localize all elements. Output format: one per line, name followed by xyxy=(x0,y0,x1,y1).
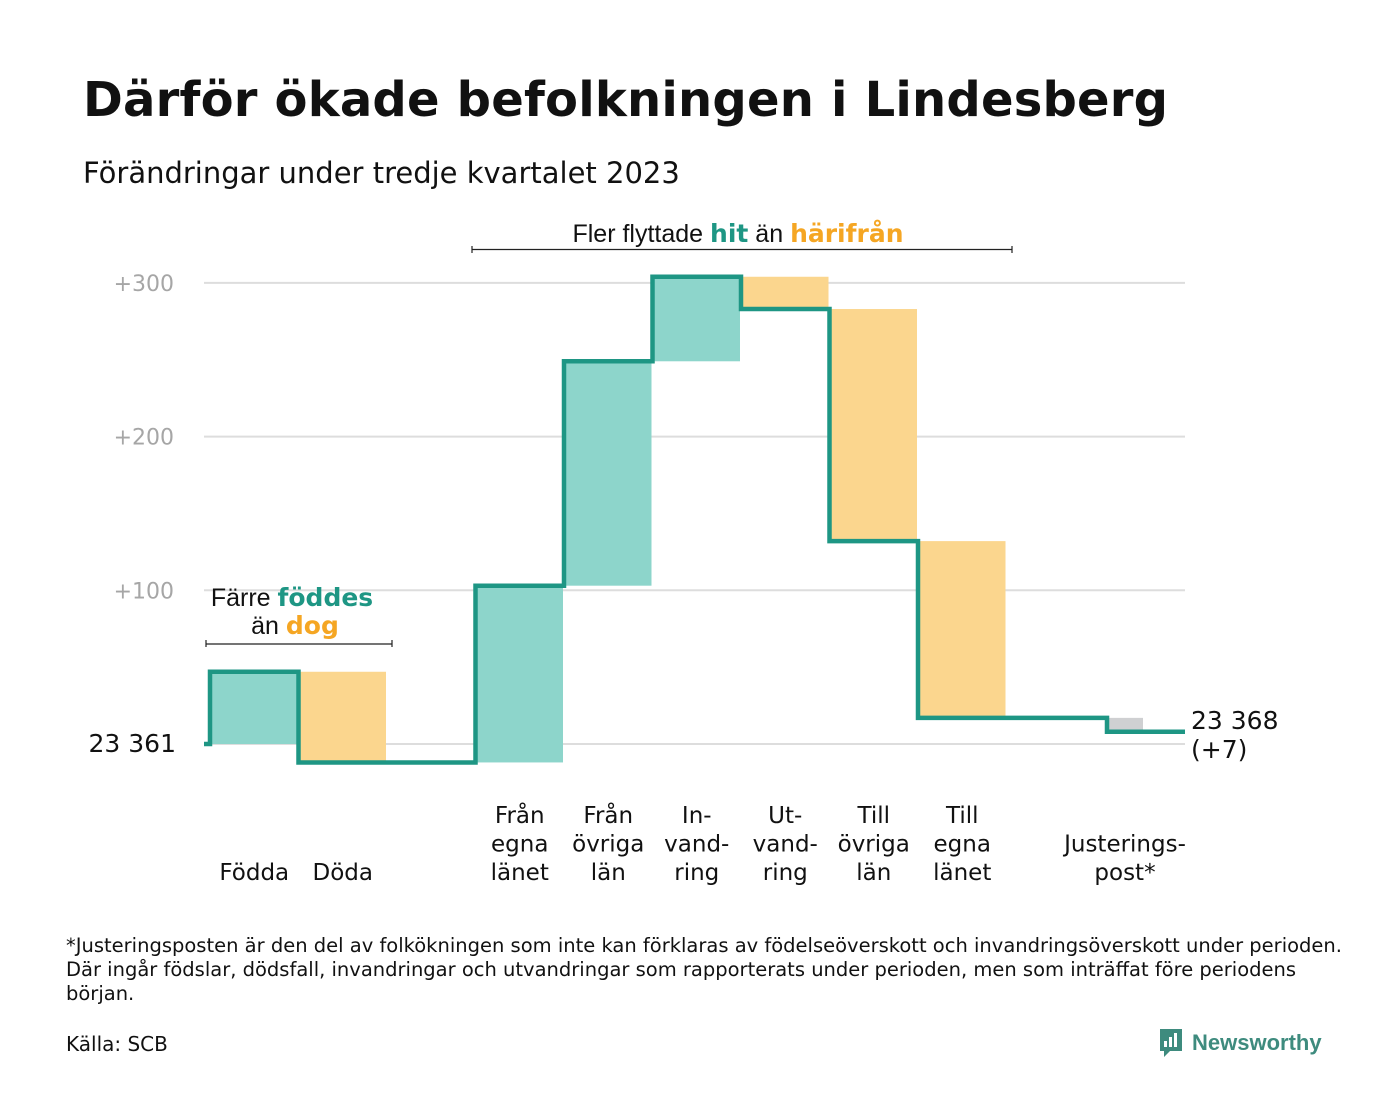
bar-tillövrigalän xyxy=(829,309,917,542)
x-category-label: Från xyxy=(583,801,633,829)
page-subtitle: Förändringar under tredje kvartalet 2023 xyxy=(83,156,680,190)
brand-logo: Newsworthy xyxy=(1158,1026,1322,1060)
y-tick-label: +200 xyxy=(114,426,174,451)
annotation-part: Fler flyttade xyxy=(572,220,710,248)
x-category-label: ring xyxy=(763,860,808,886)
x-category-label: vand- xyxy=(753,832,818,858)
x-category-label: Döda xyxy=(313,860,373,886)
start-value-label: 23 361 xyxy=(89,729,176,758)
x-category-label: övriga xyxy=(572,832,644,858)
annotation-part: dog xyxy=(286,611,339,640)
annotation-part: hit xyxy=(710,219,748,248)
annotation-part: än xyxy=(748,220,790,248)
annotation-births-deaths: Färre föddes xyxy=(211,583,373,612)
x-category-label: vand- xyxy=(664,832,729,858)
x-category-label: Till xyxy=(856,803,890,829)
bar-döda xyxy=(298,671,386,763)
x-category-label: egna xyxy=(934,832,991,858)
annotation-births-deaths-line2: än dog xyxy=(251,611,339,640)
annotation-part: föddes xyxy=(278,583,374,612)
bar-utvandring xyxy=(741,276,829,310)
annotation-bracket xyxy=(471,246,1013,253)
bar-tillegnalänet xyxy=(918,541,1006,718)
x-category-label: länet xyxy=(491,860,549,886)
x-category-label: länet xyxy=(933,860,991,886)
end-change-label: (+7) xyxy=(1191,735,1247,764)
bar-frånövrigalän xyxy=(564,361,652,586)
page-title: Därför ökade befolkningen i Lindesberg xyxy=(83,72,1169,128)
x-category-label: län xyxy=(591,860,626,886)
x-category-label: Justerings- xyxy=(1062,832,1186,858)
annotation-part: härifrån xyxy=(790,219,903,248)
x-category-label: Ut- xyxy=(768,803,802,829)
x-category-label: In- xyxy=(682,803,712,829)
y-tick-label: +100 xyxy=(114,579,174,604)
brand-name: Newsworthy xyxy=(1192,1030,1322,1055)
x-category-label: Till xyxy=(945,803,979,829)
annotation-migration: Fler flyttade hit än härifrån xyxy=(572,219,903,248)
bar-födda xyxy=(210,671,298,744)
x-category-label: egna xyxy=(491,832,548,858)
y-tick-label: +300 xyxy=(114,272,174,297)
newsworthy-logo-icon xyxy=(1160,1029,1182,1057)
annotation-part: än xyxy=(251,612,286,640)
end-value-label: 23 368 xyxy=(1191,706,1278,735)
bar-frånegnalänet xyxy=(475,585,563,763)
x-category-label: Från xyxy=(495,801,545,829)
x-category-label: övriga xyxy=(838,832,910,858)
source-note: Källa: SCB xyxy=(66,1032,168,1056)
bar-invandring xyxy=(652,276,740,362)
cumulative-step-line xyxy=(204,274,1185,765)
x-category-label: Födda xyxy=(219,860,289,886)
footnote: *Justeringsposten är den del av folkökni… xyxy=(66,934,1342,1005)
x-category-label: ring xyxy=(674,860,719,886)
bar-justeringspost xyxy=(1107,717,1143,732)
annotation-bracket xyxy=(205,640,393,647)
x-category-label: post* xyxy=(1094,860,1155,886)
x-category-label: län xyxy=(856,860,891,886)
annotation-part: Färre xyxy=(211,584,278,612)
